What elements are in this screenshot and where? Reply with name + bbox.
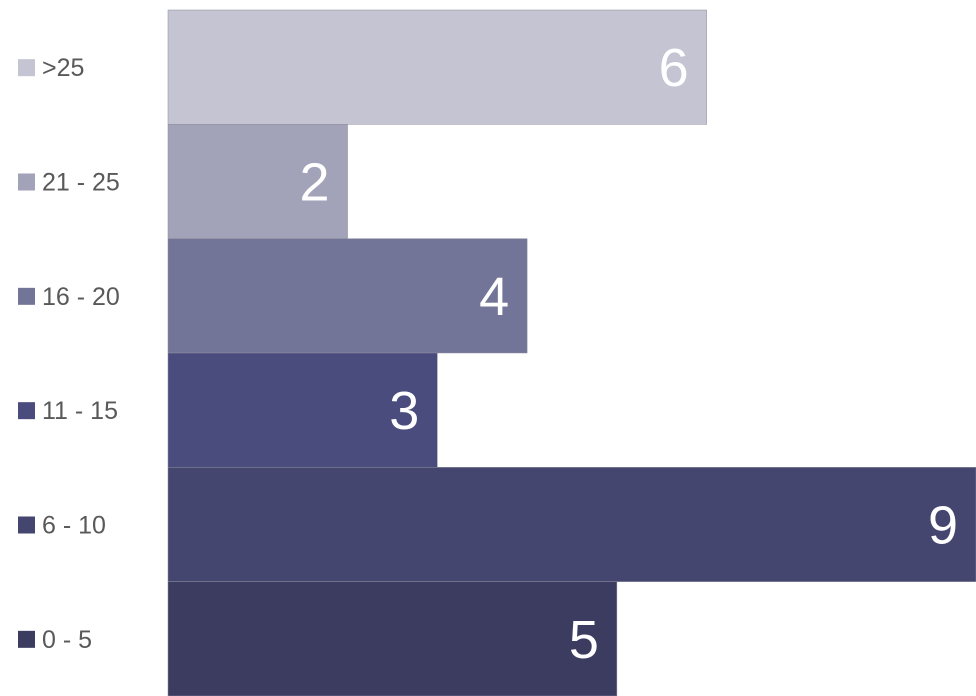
legend-swatch-4 xyxy=(18,516,35,534)
category-label-3: 11 - 15 xyxy=(42,397,118,425)
category-label-4: 6 - 10 xyxy=(42,512,106,540)
legend: >25 21 - 25 16 - 20 11 - 15 6 - 10 0 - 5 xyxy=(18,54,120,654)
bar-0 xyxy=(167,9,707,125)
bar-2 xyxy=(167,238,528,354)
legend-swatch-3 xyxy=(18,402,35,420)
category-label-5: 0 - 5 xyxy=(42,626,92,654)
bar-4 xyxy=(167,467,976,582)
bars-group xyxy=(167,9,976,696)
legend-swatch-1 xyxy=(18,173,35,191)
value-label-0: 6 xyxy=(659,38,689,98)
legend-swatch-2 xyxy=(18,287,35,305)
value-label-4: 9 xyxy=(928,496,958,556)
value-label-2: 4 xyxy=(479,267,509,327)
value-label-1: 2 xyxy=(300,153,330,213)
category-label-1: 21 - 25 xyxy=(42,169,120,197)
category-label-2: 16 - 20 xyxy=(42,283,120,311)
value-labels-group: 6 2 43 9 5 xyxy=(300,38,958,670)
legend-swatch-5 xyxy=(18,630,35,648)
category-label-0: >25 xyxy=(42,54,84,82)
bar-3 xyxy=(167,352,438,468)
bar-1 xyxy=(167,124,348,239)
value-label-3: 3 xyxy=(389,381,419,441)
legend-swatch-0 xyxy=(18,59,35,77)
bar-5 xyxy=(167,581,618,696)
value-label-5: 5 xyxy=(569,610,599,670)
